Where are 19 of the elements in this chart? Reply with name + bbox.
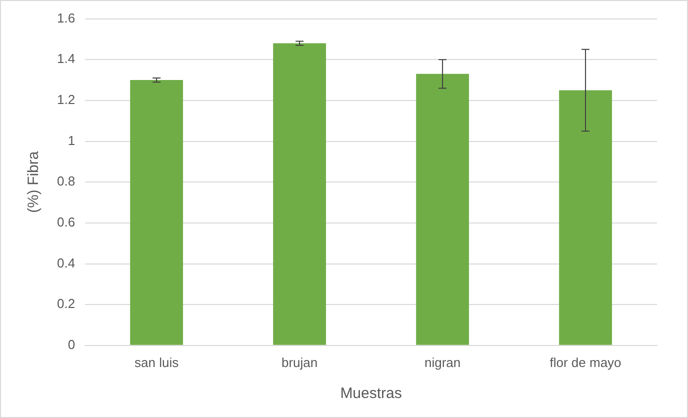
x-tick-label: brujan [281,354,318,370]
y-tick-label: 1 [68,132,76,148]
bar [130,80,184,345]
x-axis-title: Muestras [340,385,402,402]
bar [273,43,326,345]
x-tick-label: nigran [424,354,461,370]
y-tick-label: 0.6 [56,214,76,230]
y-axis-title: (%) Fibra [25,150,42,213]
bar [559,90,612,345]
x-tick-label: san luis [134,354,180,370]
y-tick-label: 1.4 [56,51,76,66]
y-tick-label: 0.2 [56,296,76,312]
y-tick-label: 0.8 [56,174,76,189]
y-tick-label: 0 [68,336,76,352]
y-tick-label: 1.6 [56,10,76,26]
x-tick-label: flor de mayo [550,354,622,370]
bar [416,74,469,345]
y-tick-label: 1.2 [56,92,76,108]
y-tick-label: 0.4 [56,255,76,270]
